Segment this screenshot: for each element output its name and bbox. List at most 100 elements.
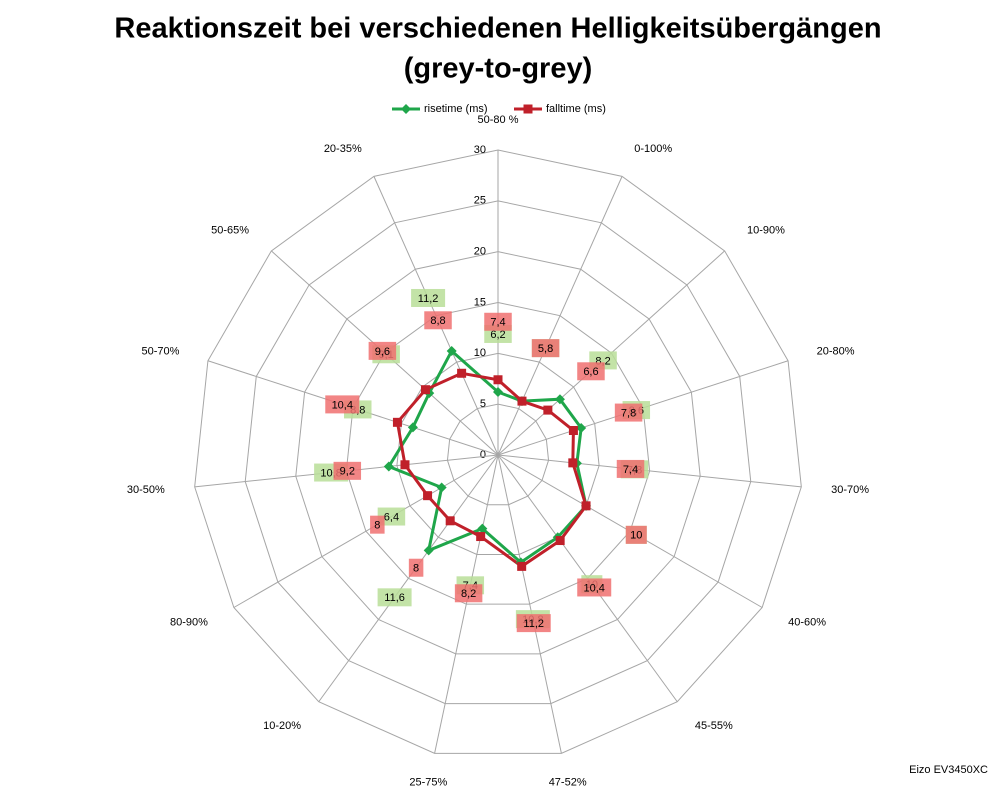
data-label: 6,4 (384, 511, 399, 523)
category-label: 40-60% (788, 616, 826, 628)
data-point (423, 545, 434, 556)
data-label: 9,2 (340, 466, 355, 478)
data-point (407, 422, 418, 433)
grid-line (345, 301, 651, 605)
data-point (446, 345, 457, 356)
data-label-bg (333, 461, 362, 480)
r-tick-label: 25 (474, 195, 486, 207)
category-label: 0-100% (634, 143, 672, 155)
series-line (386, 348, 588, 565)
data-label: 6,6 (583, 366, 598, 378)
chart-title: (grey-to-grey) (404, 53, 593, 85)
data-point (543, 405, 553, 415)
data-label: 11,2 (523, 618, 544, 630)
data-label-bg (424, 311, 452, 330)
category-label: 80-90% (170, 616, 208, 628)
data-label: 7,4 (623, 464, 638, 476)
category-label: 20-35% (324, 143, 362, 155)
r-tick-label: 20 (474, 246, 486, 258)
grid-line (446, 403, 550, 506)
data-label-bg (408, 558, 424, 577)
data-point (392, 417, 402, 427)
data-label: 9,6 (375, 346, 390, 358)
data-label-bg (616, 459, 645, 478)
legend-marker (401, 104, 411, 114)
legend-label: falltime (ms) (546, 103, 606, 115)
grid-line (295, 251, 701, 655)
data-label-bg (614, 403, 643, 422)
data-point (457, 368, 467, 378)
data-label: 11,6 (384, 592, 405, 604)
data-label: 10,4 (332, 399, 353, 411)
data-point (383, 461, 394, 472)
data-label-bg (484, 312, 512, 331)
data-point (423, 491, 433, 501)
spoke (318, 454, 499, 703)
data-label: 6,2 (490, 329, 505, 341)
data-label-bg (370, 515, 385, 534)
data-point (493, 375, 503, 385)
data-point (445, 516, 455, 526)
data-point (517, 561, 527, 571)
category-label: 47-52% (549, 777, 587, 786)
annotation: Eizo EV3450XC (909, 764, 988, 776)
data-label: 7,8 (621, 407, 636, 419)
data-point (555, 536, 565, 546)
spoke (497, 454, 562, 754)
spoke (233, 454, 499, 608)
data-point (493, 386, 503, 397)
data-point (420, 385, 430, 395)
data-label-bg (577, 578, 612, 597)
data-label-bg (368, 341, 397, 360)
data-label: 5,8 (538, 343, 553, 355)
spoke (497, 454, 802, 488)
r-tick-label: 0 (480, 449, 486, 461)
category-label: 30-70% (831, 484, 869, 496)
data-label-bg (577, 362, 605, 381)
legend-marker (523, 104, 533, 114)
data-label-bg (325, 395, 360, 414)
data-label-bg (377, 588, 412, 607)
spoke (434, 454, 499, 754)
data-label: 8,2 (461, 588, 476, 600)
data-label: 10 (630, 530, 642, 542)
chart-title: Reaktionszeit bei verschiedenen Helligke… (114, 13, 881, 45)
data-point (436, 482, 447, 493)
category-label: 45-55% (695, 720, 733, 732)
category-label: 50-65% (211, 225, 249, 237)
spoke (497, 176, 623, 456)
data-label-bg (411, 288, 446, 307)
category-label: 10-20% (263, 720, 301, 732)
r-tick-label: 30 (474, 144, 486, 156)
category-label: 50-70% (141, 345, 179, 357)
data-label-bg (516, 614, 551, 633)
data-point (576, 422, 587, 433)
r-tick-label: 10 (474, 347, 486, 359)
data-label: 7,4 (490, 317, 505, 329)
category-label: 10-90% (747, 225, 785, 237)
category-label: 20-80% (817, 345, 855, 357)
series-line (395, 371, 588, 569)
grid-line (244, 200, 752, 705)
legend-label: risetime (ms) (424, 103, 488, 115)
data-point (400, 460, 410, 470)
data-point (581, 501, 591, 511)
category-label: 50-80 % (478, 114, 519, 126)
r-tick-label: 15 (474, 296, 486, 308)
data-label-bg (531, 339, 560, 358)
data-label: 8,8 (430, 315, 445, 327)
data-point (568, 458, 578, 468)
data-label-bg (454, 584, 483, 603)
data-point (477, 523, 488, 534)
r-tick-label: 5 (480, 398, 486, 410)
data-point (568, 425, 578, 435)
data-point (517, 396, 527, 406)
grid-line (194, 149, 802, 754)
data-point (476, 532, 486, 542)
data-label: 8 (374, 520, 380, 532)
data-label: 10,4 (584, 582, 605, 594)
data-label: 11,2 (418, 293, 439, 305)
data-label-bg (625, 525, 647, 544)
data-label: 8 (413, 563, 419, 575)
